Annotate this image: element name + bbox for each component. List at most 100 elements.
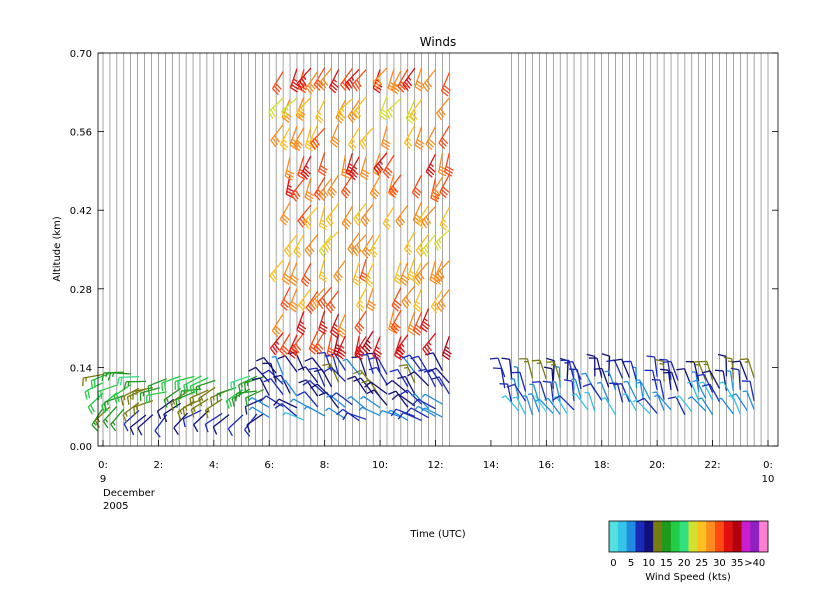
barb-half-feather bbox=[93, 421, 97, 426]
barb-half-feather bbox=[111, 372, 115, 378]
barb-feather bbox=[586, 353, 595, 357]
barb-half-feather bbox=[372, 245, 377, 250]
barb-feather bbox=[299, 217, 306, 226]
barb-feather bbox=[89, 404, 96, 413]
barb-staff bbox=[304, 233, 319, 251]
barb-feather bbox=[377, 163, 384, 171]
barb-half-feather bbox=[687, 381, 692, 384]
barb-staff bbox=[720, 397, 734, 415]
barb-feather bbox=[356, 79, 362, 88]
barb-feather bbox=[354, 352, 362, 360]
wind-barb bbox=[697, 397, 714, 416]
colorbar-tick-label: 15 bbox=[660, 558, 673, 569]
barb-feather bbox=[434, 188, 441, 196]
barb-feather bbox=[342, 171, 351, 176]
barb-staff bbox=[278, 398, 298, 409]
x-tick-label: 10: bbox=[372, 460, 388, 471]
barb-feather bbox=[353, 218, 360, 226]
barb-feather bbox=[340, 84, 347, 92]
wind-barb bbox=[492, 367, 506, 389]
wind-barb bbox=[622, 393, 637, 412]
barb-staff bbox=[279, 126, 291, 145]
wind-barb bbox=[330, 123, 340, 148]
barb-half-feather bbox=[281, 379, 286, 383]
wind-barb bbox=[512, 396, 527, 416]
barb-feather bbox=[411, 112, 418, 120]
barb-feather bbox=[122, 414, 127, 423]
barb-feather bbox=[147, 385, 150, 395]
barb-feather bbox=[344, 83, 351, 91]
barb-staff bbox=[296, 310, 305, 331]
barb-staff bbox=[350, 396, 367, 410]
wind-barb bbox=[400, 389, 423, 405]
barb-staff bbox=[370, 381, 388, 395]
colorbar-swatch bbox=[741, 521, 751, 552]
barb-feather bbox=[415, 214, 423, 221]
barb-feather bbox=[403, 298, 410, 307]
barb-feather bbox=[296, 329, 305, 336]
barb-feather bbox=[368, 300, 377, 306]
barb-feather bbox=[301, 215, 308, 224]
wind-barb bbox=[717, 353, 728, 377]
barb-feather bbox=[210, 397, 213, 406]
barb-half-feather bbox=[407, 243, 411, 248]
barb-feather bbox=[601, 353, 610, 357]
wind-barb bbox=[425, 126, 437, 151]
barb-staff bbox=[414, 126, 423, 146]
barb-feather bbox=[320, 80, 327, 89]
barb-feather bbox=[445, 165, 454, 171]
wind-barb bbox=[731, 360, 748, 381]
barb-feather bbox=[421, 323, 429, 330]
barb-feather bbox=[289, 306, 297, 313]
wind-barb bbox=[210, 389, 230, 406]
barb-staff bbox=[626, 381, 637, 400]
barb-staff bbox=[300, 262, 312, 282]
wind-barb bbox=[336, 335, 347, 360]
barb-feather bbox=[148, 394, 151, 403]
barb-staff bbox=[110, 408, 125, 425]
barb-feather bbox=[318, 170, 326, 177]
barb-feather bbox=[371, 190, 379, 197]
barb-feather bbox=[397, 218, 404, 226]
barb-half-feather bbox=[150, 384, 153, 390]
barb-half-feather bbox=[385, 217, 390, 222]
wind-barb bbox=[284, 156, 295, 181]
barb-staff bbox=[246, 413, 265, 426]
barb-feather bbox=[361, 139, 367, 148]
barb-feather bbox=[296, 139, 304, 147]
barb-feather bbox=[336, 111, 342, 120]
barb-staff bbox=[245, 397, 264, 408]
barb-staff bbox=[441, 336, 450, 356]
wind-barb bbox=[359, 127, 374, 150]
barb-feather bbox=[102, 420, 109, 429]
barb-staff bbox=[146, 391, 167, 396]
barb-staff bbox=[747, 358, 755, 379]
barb-staff bbox=[574, 378, 582, 399]
wind-barb bbox=[438, 125, 450, 150]
wind-barb bbox=[726, 370, 735, 392]
barb-staff bbox=[122, 402, 140, 416]
colorbar-tick-label: 25 bbox=[695, 558, 708, 569]
barb-feather bbox=[294, 189, 301, 198]
barb-staff bbox=[416, 205, 430, 223]
barb-half-feather bbox=[411, 393, 416, 397]
wind-barb bbox=[189, 377, 209, 395]
barb-half-feather bbox=[123, 395, 126, 401]
barb-staff bbox=[513, 384, 527, 402]
wind-barb bbox=[303, 405, 325, 417]
barb-feather bbox=[284, 175, 293, 181]
barb-staff bbox=[352, 262, 360, 282]
barb-half-feather bbox=[675, 395, 680, 399]
barb-feather bbox=[357, 322, 365, 330]
barb-half-feather bbox=[414, 405, 419, 410]
barb-half-feather bbox=[326, 394, 331, 398]
barb-feather bbox=[489, 357, 499, 360]
barb-staff bbox=[414, 261, 430, 278]
barb-feather bbox=[356, 305, 364, 312]
barb-feather bbox=[179, 390, 183, 400]
barb-feather bbox=[397, 412, 404, 420]
wind-barb bbox=[395, 204, 409, 228]
wind-barb bbox=[347, 99, 360, 124]
barb-staff bbox=[356, 287, 367, 306]
y-tick-label: 0.70 bbox=[70, 49, 92, 60]
